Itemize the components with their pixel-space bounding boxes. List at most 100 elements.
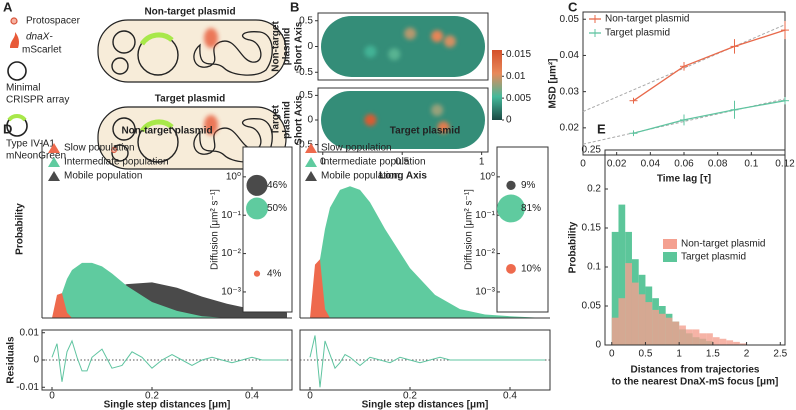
cell-body [97, 106, 287, 170]
x-tick-label: 0.06 [674, 159, 694, 170]
heat-spot [437, 121, 450, 134]
heat-spot [364, 114, 377, 126]
y-tick-label: 10⁻¹ [475, 210, 495, 221]
legend-swatch [663, 252, 677, 262]
x-tick-label: 0 [49, 391, 55, 402]
y-tick-label: 0.04 [560, 50, 580, 61]
colorbar-tick-label: 0.01 [506, 71, 526, 82]
heat-spot [364, 45, 377, 58]
hist-bar [685, 329, 693, 345]
diagram-title: Non-target plasmid [144, 7, 235, 18]
x-tick-label: 2.5 [773, 349, 787, 360]
legend-text: Protospacer [26, 16, 81, 27]
legend-label: Slow population [64, 143, 135, 154]
y-axis-label: Probability [15, 203, 26, 255]
y-tick-label: 0.03 [560, 86, 580, 97]
hist-bar [618, 298, 626, 345]
row-label: plasmid [282, 28, 293, 66]
y-tick-label: 0.5 [299, 15, 313, 26]
bubble [506, 180, 516, 191]
chromosome [193, 118, 273, 163]
y-tick-label: 0 [307, 41, 313, 52]
legend-swatch [663, 239, 677, 249]
x-tick-label: 0.1 [744, 159, 758, 170]
legend-swatch [305, 157, 317, 167]
y-axis-label: Residuals [6, 336, 17, 384]
axes-frame [604, 149, 786, 346]
y-tick-label: 10⁰ [480, 171, 495, 182]
legend-swatch [48, 143, 60, 153]
heat-spot [431, 104, 444, 117]
hist-bar [645, 302, 653, 345]
inset-y-label: Diffusion [μm² s⁻¹] [464, 189, 475, 270]
inset-frame [496, 146, 549, 313]
x-tick-label: 0.5 [395, 157, 409, 168]
x-tick-label: 0.02 [607, 159, 627, 170]
hist-bar [611, 317, 619, 345]
residual-line [51, 339, 287, 382]
protospacer [111, 147, 117, 153]
neongreen [139, 32, 174, 46]
legend-label: Non-target plasmid [605, 14, 689, 25]
heat-spot [443, 35, 456, 48]
legend-label: Non-target plasmid [681, 239, 765, 250]
colorbar-tick-label: 0.015 [506, 49, 531, 60]
bubble [246, 174, 268, 196]
x-axis-label: Single step distances [μm] [104, 400, 231, 410]
x-tick-label: 0.2 [145, 391, 159, 402]
series-line [633, 100, 786, 134]
hist-bar [739, 343, 747, 345]
panel-label: A [3, 0, 13, 14]
x-axis-label: Long Axis [379, 171, 427, 182]
hist-bar [658, 313, 666, 345]
x-axis-label: to the nearest DnaX-mS focus [μm] [612, 377, 779, 388]
hist-bar [672, 321, 680, 345]
hist-bar [699, 333, 707, 345]
neongreen-icon [7, 114, 27, 122]
dnax-focus [204, 115, 218, 135]
hist-bar [611, 231, 619, 345]
y-tick-label: 10⁻² [221, 248, 241, 259]
y-tick-label: 0.25 [582, 145, 602, 156]
legend-label: Intermediate population [321, 157, 426, 168]
hist-bar [665, 317, 673, 345]
cell [97, 19, 287, 83]
legend-label: Mobile population [64, 171, 142, 182]
x-tick-label: 0 [609, 349, 615, 360]
y-tick-label: 0 [33, 355, 39, 366]
y-tick-label: 10⁰ [226, 171, 241, 182]
legend-text: mNeonGreen [6, 151, 66, 162]
bubble [497, 194, 525, 223]
axes-frame [41, 329, 293, 391]
hist-bar [733, 341, 740, 345]
hist-bar [706, 333, 713, 345]
y-axis-label: Short Axis [294, 95, 305, 145]
hist-bar [719, 338, 727, 345]
heat-spot [404, 27, 417, 40]
heat-spot [388, 48, 401, 61]
x-axis-label: Distances from trajectories [631, 365, 760, 376]
legend-label: Slow population [321, 143, 392, 154]
dnax-icon [10, 32, 19, 48]
x-tick-label: 2 [744, 349, 750, 360]
heat-spots [364, 27, 456, 61]
diagram-title: Target plasmid [155, 94, 225, 105]
bubble-label: 10% [521, 263, 541, 274]
neongreen [139, 119, 174, 133]
row-label: Target [271, 104, 282, 134]
legend-label: Mobile population [321, 171, 399, 182]
hist-bar [631, 282, 639, 345]
y-tick-label: 0.05 [582, 301, 602, 312]
protospacer-icon [10, 17, 18, 25]
colorbar-tick-label: 0 [506, 115, 512, 126]
y-axis-label: MSD [μm²] [548, 59, 559, 109]
legend-text: Minimal [6, 83, 40, 94]
y-tick-label: 10⁻³ [221, 287, 241, 298]
heat-spots [364, 104, 450, 134]
legend-swatch [48, 171, 60, 181]
legend-text: mScarlet [22, 45, 62, 56]
x-tick-label: 0.4 [245, 391, 259, 402]
cell-map [321, 91, 485, 149]
hist-bar [679, 325, 686, 345]
